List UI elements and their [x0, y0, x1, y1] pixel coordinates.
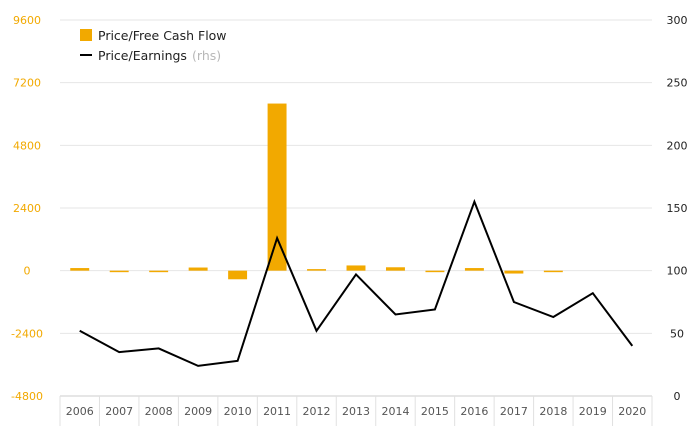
left-tick-label: 2400	[13, 202, 41, 215]
left-tick-label: 9600	[13, 14, 41, 27]
left-tick-label: -2400	[11, 327, 43, 340]
x-tick-label: 2015	[421, 405, 449, 418]
right-tick-label: 250	[667, 77, 688, 90]
legend-label-price-fcf: Price/Free Cash Flow	[98, 28, 227, 43]
right-tick-label: 100	[667, 265, 688, 278]
x-tick-label: 2010	[224, 405, 252, 418]
x-tick-label: 2017	[500, 405, 528, 418]
legend-swatch-price-fcf	[80, 29, 92, 41]
bar-2012	[307, 269, 327, 271]
left-tick-label: 0	[24, 265, 31, 278]
x-tick-label: 2011	[263, 405, 291, 418]
bar-2009	[188, 267, 208, 271]
left-tick-label: -4800	[11, 390, 43, 403]
legend: Price/Free Cash Flow Price/Earnings (rhs…	[80, 28, 227, 64]
right-tick-label: 0	[674, 390, 681, 403]
bar-2016	[464, 268, 484, 271]
gridlines	[60, 19, 652, 397]
left-tick-label: 4800	[13, 139, 41, 152]
x-tick-label: 2012	[303, 405, 331, 418]
right-tick-label: 300	[667, 14, 688, 27]
x-tick-label: 2007	[105, 405, 133, 418]
x-axis: 2006 2007 2008 2009 2010 2011 2012 2013 2014 2015…	[59, 396, 653, 426]
right-tick-label: 200	[667, 139, 688, 152]
legend-label-price-earnings: Price/Earnings (rhs)	[98, 45, 221, 64]
x-tick-label: 2009	[184, 405, 212, 418]
bar-2006	[70, 268, 90, 271]
bar-2018	[543, 270, 563, 273]
x-tick-label: 2006	[66, 405, 94, 418]
x-tick-label: 2013	[342, 405, 370, 418]
right-tick-label: 50	[670, 327, 684, 340]
bar-2015	[425, 270, 445, 273]
bar-2011	[267, 103, 287, 271]
bar-2010	[228, 270, 248, 280]
x-tick-label: 2018	[539, 405, 567, 418]
bar-2008	[149, 270, 169, 273]
x-tick-label: 2016	[460, 405, 488, 418]
right-tick-label: 150	[667, 202, 688, 215]
bar-2014	[385, 267, 405, 271]
bar-2013	[346, 265, 366, 271]
line-series	[79, 198, 634, 367]
left-axis: 9600 7200 4800 2400 0 -2400 -4800	[11, 14, 43, 403]
x-tick-label: 2014	[381, 405, 409, 418]
x-tick-label: 2020	[618, 405, 646, 418]
right-axis: 300 250 200 150 100 50 0	[667, 14, 688, 403]
left-tick-label: 7200	[13, 77, 41, 90]
bar-2007	[109, 270, 129, 273]
line-price-earnings	[79, 198, 634, 367]
x-tick-label: 2019	[579, 405, 607, 418]
bar-2017	[504, 270, 524, 274]
bar-series	[70, 103, 563, 280]
x-tick-label: 2008	[145, 405, 173, 418]
